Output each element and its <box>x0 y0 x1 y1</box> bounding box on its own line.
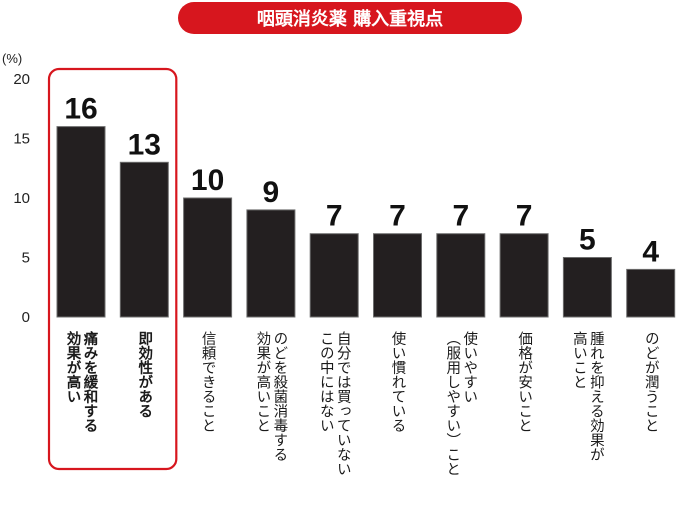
title-background <box>178 2 522 34</box>
category-label: 効果が高いこと <box>254 331 270 433</box>
y-tick-label: 10 <box>13 190 30 207</box>
value-label: 4 <box>642 235 659 268</box>
category-label: 効果が高い <box>65 330 82 404</box>
bar <box>309 233 359 318</box>
value-label: 7 <box>516 200 533 233</box>
bar <box>436 233 486 318</box>
category-label: 高いこと <box>571 331 587 389</box>
value-label: 16 <box>64 93 97 126</box>
y-tick-label: 15 <box>13 131 30 148</box>
category-label: この中にはない <box>318 331 334 433</box>
chart-title-banner: 咽頭消炎薬 購入重視点 <box>178 2 522 34</box>
value-label: 13 <box>128 128 161 161</box>
value-label: 7 <box>452 200 469 233</box>
bar <box>56 126 106 318</box>
category-label: 信頼できること <box>200 331 216 433</box>
y-axis: 0 5 10 15 20 <box>13 71 30 326</box>
bar <box>562 257 612 318</box>
bar <box>246 209 296 318</box>
category-label: 価格が安いこと <box>516 331 532 433</box>
highlight-frame-group <box>47 67 178 471</box>
category-label: のどが潤うこと <box>643 331 659 433</box>
bar <box>183 197 233 318</box>
bar <box>499 233 549 318</box>
highlight-frame <box>47 67 178 471</box>
value-labels: 16 13 10 9 7 7 7 7 5 4 <box>64 93 659 269</box>
category-label: 腫れを抑える効果が <box>588 331 604 462</box>
bar <box>373 233 422 318</box>
value-label: 10 <box>191 164 224 197</box>
y-tick-label: 5 <box>22 250 30 267</box>
value-label: 7 <box>389 200 406 233</box>
category-label: 即効性がある <box>136 331 152 419</box>
category-label: 使い慣れている <box>390 331 406 433</box>
bar <box>626 268 676 318</box>
value-label: 7 <box>326 200 343 233</box>
y-tick-label: 20 <box>13 71 30 88</box>
value-label: 5 <box>579 224 596 257</box>
chart-title: 咽頭消炎薬 購入重視点 <box>257 8 443 30</box>
category-label: 使いやすい <box>461 331 477 404</box>
bars <box>56 126 676 318</box>
bar <box>119 161 169 318</box>
y-unit-label: (%) <box>2 51 22 66</box>
category-label: のどを殺菌消毒する <box>271 331 287 462</box>
category-label: 痛みを緩和する <box>82 330 98 433</box>
category-label: （服用しやすい）こと <box>444 331 460 476</box>
y-tick-label: 0 <box>22 309 30 326</box>
category-label: 自分では買っていない <box>335 331 351 476</box>
value-label: 9 <box>263 176 280 209</box>
